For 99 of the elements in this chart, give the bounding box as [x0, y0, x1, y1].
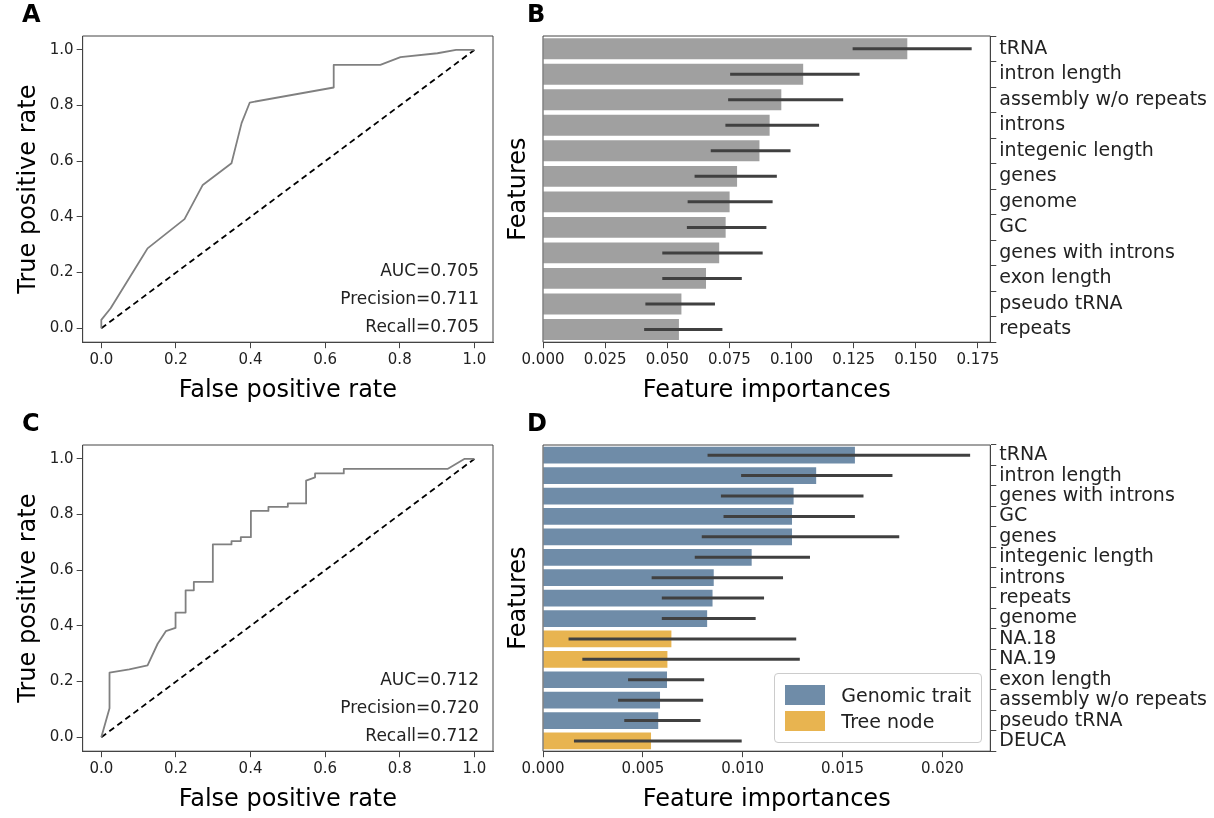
- bar: [543, 216, 726, 238]
- y-tick-label: NA.19: [999, 646, 1057, 669]
- y-tick-label: 0.0: [49, 727, 74, 746]
- annotation: Precision=0.711: [340, 288, 479, 309]
- x-tick-label: 0.010: [721, 759, 765, 778]
- y-tick-label: 0.2: [49, 671, 74, 690]
- y-tick-label: repeats: [999, 316, 1072, 339]
- x-axis-title: Feature importances: [642, 374, 891, 403]
- x-tick-label: 0.000: [521, 759, 565, 778]
- x-axis-title: False positive rate: [178, 374, 398, 403]
- chart-title: A: [22, 0, 41, 29]
- bar: [543, 63, 804, 85]
- x-tick-label: 0.125: [832, 350, 876, 369]
- bar: [543, 267, 707, 289]
- bar: [543, 140, 760, 162]
- annotation: Recall=0.705: [365, 316, 479, 337]
- y-tick-label: repeats: [999, 585, 1072, 608]
- bar: [543, 242, 720, 264]
- y-tick-label: exon length: [999, 666, 1112, 689]
- x-tick-label: 0.2: [163, 759, 188, 778]
- bar: [543, 467, 817, 484]
- y-axis-title: Features: [503, 137, 532, 241]
- x-tick-label: 0.2: [163, 350, 188, 369]
- y-tick-label: pseudo tRNA: [999, 290, 1123, 313]
- x-tick-label: 0.8: [387, 350, 412, 369]
- y-tick-label: tRNA: [999, 442, 1048, 465]
- bar: [543, 548, 752, 566]
- y-tick-label: genes with introns: [999, 239, 1175, 262]
- chart-title: D: [527, 409, 547, 438]
- bar: [543, 610, 708, 627]
- y-tick-label: 0.6: [49, 151, 74, 170]
- x-tick-label: 0.0: [89, 350, 114, 369]
- y-tick-label: assembly w/o repeats: [999, 86, 1208, 109]
- x-tick-label: 0.075: [707, 350, 751, 369]
- y-axis-title: True positive rate: [12, 84, 41, 295]
- y-tick-label: genes: [999, 163, 1057, 186]
- chart-title: B: [527, 0, 546, 29]
- annotation: Recall=0.712: [365, 725, 479, 746]
- bar: [543, 446, 855, 464]
- y-tick-label: genes: [999, 523, 1057, 546]
- bar: [543, 589, 713, 607]
- x-axis-title: False positive rate: [178, 783, 398, 812]
- bar: [543, 191, 730, 213]
- bar: [543, 89, 782, 111]
- bar: [543, 487, 794, 505]
- y-tick-label: 0.6: [49, 560, 74, 579]
- y-tick-label: tRNA: [999, 35, 1048, 58]
- x-axis-title: Feature importances: [642, 783, 891, 812]
- x-tick-label: 1.0: [462, 350, 487, 369]
- annotation: AUC=0.705: [380, 260, 479, 281]
- bar: [543, 293, 682, 315]
- x-tick-label: 1.0: [462, 759, 487, 778]
- x-tick-label: 0.6: [313, 759, 338, 778]
- x-tick-label: 0.015: [821, 759, 865, 778]
- y-tick-label: genome: [999, 188, 1077, 211]
- x-tick-label: 0.0: [89, 759, 114, 778]
- bar: [543, 671, 668, 689]
- x-tick-label: 0.050: [645, 350, 689, 369]
- x-tick-label: 0.175: [956, 350, 1000, 369]
- x-tick-label: 0.020: [920, 759, 964, 778]
- y-tick-label: 0.8: [49, 95, 74, 114]
- y-tick-label: introns: [999, 112, 1066, 135]
- x-tick-label: 0.4: [238, 350, 263, 369]
- annotation: AUC=0.712: [380, 669, 479, 690]
- y-tick-label: GC: [999, 214, 1028, 237]
- y-tick-label: exon length: [999, 265, 1112, 288]
- bar: [543, 569, 714, 587]
- bar: [543, 318, 679, 340]
- y-axis-title: Features: [503, 546, 532, 650]
- y-axis-title: True positive rate: [12, 493, 41, 704]
- x-tick-label: 0.005: [621, 759, 665, 778]
- y-tick-label: 0.4: [49, 615, 74, 634]
- y-tick-label: 0.0: [49, 318, 74, 337]
- legend-label: Genomic trait: [841, 684, 972, 707]
- y-tick-label: 0.8: [49, 504, 74, 523]
- bar: [543, 114, 770, 136]
- bar: [543, 691, 661, 709]
- x-tick-label: 0.100: [770, 350, 813, 369]
- bar: [543, 528, 793, 546]
- y-tick-label: 0.4: [49, 206, 74, 225]
- x-tick-label: 0.150: [894, 350, 938, 369]
- y-tick-label: integenic length: [999, 137, 1154, 160]
- y-tick-label: 1.0: [49, 39, 74, 58]
- x-tick-label: 0.025: [583, 350, 627, 369]
- legend-label: Tree node: [841, 710, 935, 733]
- bar: [543, 712, 659, 729]
- y-tick-label: intron length: [999, 61, 1122, 84]
- x-tick-label: 0.8: [387, 759, 412, 778]
- bar: [543, 38, 908, 60]
- bar: [543, 508, 793, 525]
- chart-title: C: [22, 409, 40, 438]
- annotation: Precision=0.720: [340, 697, 479, 718]
- y-tick-label: 0.2: [49, 262, 74, 281]
- x-tick-label: 0.4: [238, 759, 263, 778]
- y-tick-label: 1.0: [49, 448, 74, 467]
- y-tick-label: intron length: [999, 462, 1122, 485]
- x-tick-label: 0.000: [521, 350, 565, 369]
- bar: [543, 165, 738, 187]
- x-tick-label: 0.6: [313, 350, 338, 369]
